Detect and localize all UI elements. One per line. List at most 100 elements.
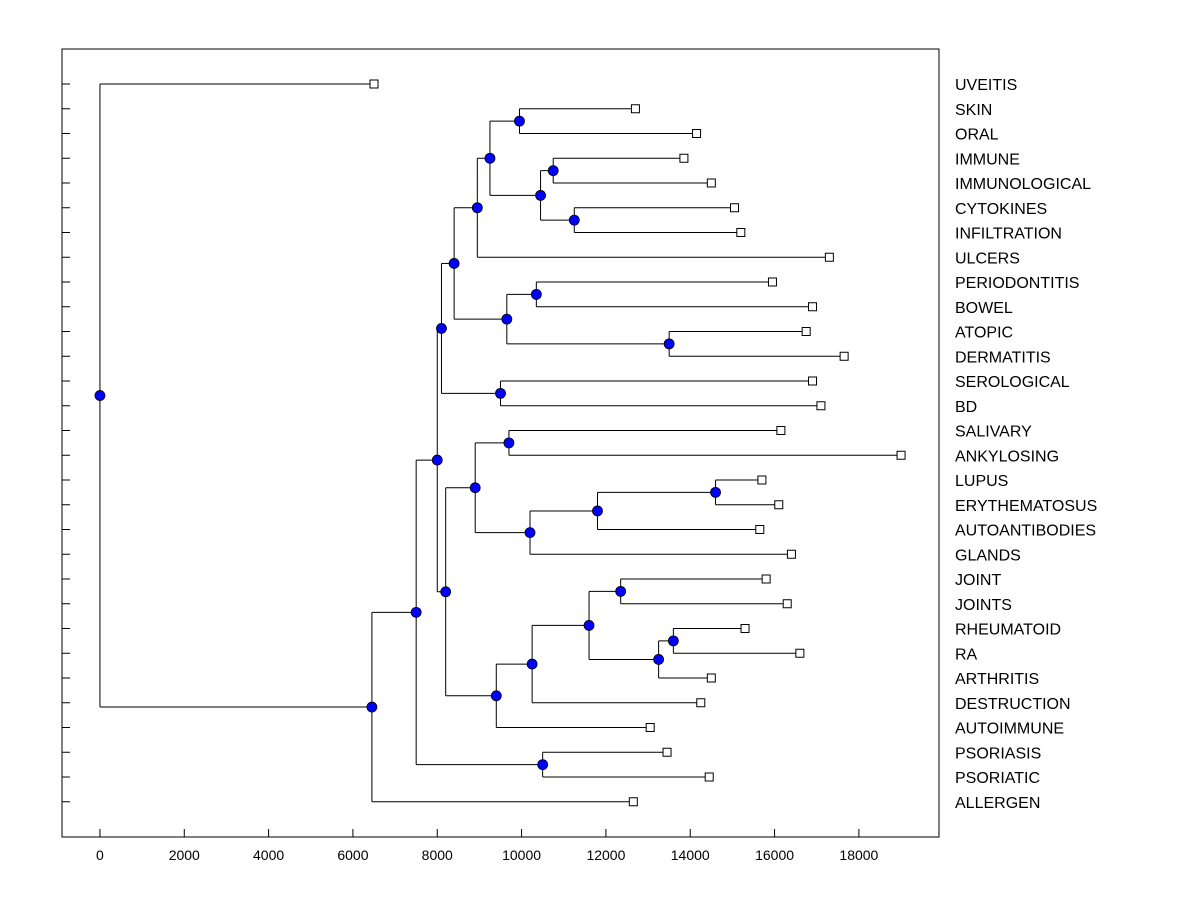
leaf-marker-atopic	[801, 327, 811, 336]
leaf-label-serological: SEROLOGICAL	[955, 374, 1070, 391]
merge-node-m_atopic	[663, 338, 675, 350]
merge-node-m_big	[410, 606, 422, 618]
leaf-marker-immunological	[706, 178, 716, 188]
merge-node-m_psor	[537, 759, 549, 771]
leaf-label-destruction: DESTRUCTION	[955, 696, 1071, 713]
merge-node-m_ra_arth	[653, 654, 665, 665]
leaf-marker-rheumatoid	[740, 624, 750, 633]
leaf-label-allergen: ALLERGEN	[955, 795, 1040, 812]
leaf-label-salivary: SALIVARY	[955, 424, 1032, 441]
leaf-marker-ankylosing	[896, 450, 906, 460]
merge-node-m_destruction	[526, 658, 538, 670]
leaf-marker-oral	[692, 129, 702, 138]
leaf-marker-bd	[816, 401, 826, 411]
x-tick-label-6000: 6000	[337, 847, 368, 863]
leaf-label-arthritis: ARTHRITIS	[955, 671, 1039, 688]
merge-node-m_mid	[440, 586, 452, 598]
leaf-label-erythematosus: ERYTHEMATOSUS	[955, 498, 1097, 515]
merge-node-m_ra	[667, 635, 679, 647]
merge-node-m_oral_group	[484, 152, 496, 164]
leaf-marker-uveitis	[369, 79, 379, 89]
merge-nodes	[94, 115, 721, 771]
leaf-marker-ulcers	[824, 252, 834, 262]
merge-node-m_upper_mid	[431, 454, 443, 466]
merge-node-m_joint	[615, 585, 627, 597]
leaf-marker-cytokines	[730, 203, 740, 213]
leaf-label-ankylosing: ANKYLOSING	[955, 448, 1059, 465]
merge-node-m_salivary	[503, 437, 515, 449]
leaf-label-rheumatoid: RHEUMATOID	[955, 622, 1061, 639]
merge-node-m_cyto	[568, 214, 580, 226]
merge-node-m_upper_bd	[436, 323, 447, 334]
leaf-label-skin: SKIN	[955, 102, 992, 119]
leaf-marker-allergen	[628, 797, 638, 807]
leaf-marker-arthritis	[706, 673, 716, 683]
x-tick-label-4000: 4000	[253, 847, 284, 863]
leaf-marker-periodontitis	[767, 277, 777, 287]
leaf-label-psoriatic: PSORIATIC	[955, 770, 1040, 787]
leaf-marker-psoriatic	[704, 772, 714, 782]
merge-node-m_sjogren	[469, 482, 481, 494]
leaf-label-periodontitis: PERIODONTITIS	[955, 275, 1079, 292]
leaf-label-joint: JOINT	[955, 572, 1001, 589]
leaf-marker-destruction	[696, 698, 706, 708]
leaf-label-psoriasis: PSORIASIS	[955, 745, 1041, 762]
leaf-label-uveitis: UVEITIS	[955, 77, 1017, 94]
leaf-marker-infiltration	[736, 228, 746, 237]
leaf-marker-serological	[808, 376, 818, 386]
merge-node-m_ulcers	[471, 202, 483, 214]
x-tick-label-10000: 10000	[502, 847, 541, 863]
merge-node-m_perio	[530, 288, 542, 300]
leaf-marker-skin	[630, 104, 640, 114]
leaf-labels: UVEITIS SKIN ORAL IMMUNE IMMUNOLOGICAL CYTOKI…	[955, 77, 1097, 812]
merge-node-m_immune	[547, 165, 559, 177]
x-tick-label-0: 0	[96, 847, 104, 863]
merge-node-m_lupus	[710, 486, 721, 498]
leaf-marker-erythematosus	[774, 500, 784, 510]
leaf-marker-salivary	[776, 426, 786, 435]
x-tick-label-12000: 12000	[586, 847, 625, 863]
leaf-markers	[369, 79, 906, 807]
leaf-marker-autoantibodies	[755, 525, 765, 534]
leaf-marker-joint	[761, 574, 771, 584]
merge-node-m_glands	[524, 527, 536, 538]
leaf-marker-bowel	[808, 302, 818, 312]
x-tick-label-14000: 14000	[671, 847, 710, 863]
leaf-label-bowel: BOWEL	[955, 300, 1013, 317]
merge-node-m_allergen	[366, 701, 378, 713]
merge-node-m_upper	[448, 258, 460, 269]
merge-node-m_immcyto	[535, 189, 546, 201]
x-tick-label-2000: 2000	[169, 847, 200, 863]
leaf-label-ulcers: ULCERS	[955, 250, 1020, 267]
leaf-label-atopic: ATOPIC	[955, 325, 1013, 342]
leaf-label-immune: IMMUNE	[955, 151, 1020, 168]
merge-node-m_joint_ra	[583, 620, 595, 631]
x-tick-label-8000: 8000	[422, 847, 453, 863]
merge-node-m_autoimmune	[490, 690, 502, 702]
leaf-label-cytokines: CYTOKINES	[955, 201, 1047, 218]
x-tick-label-18000: 18000	[839, 847, 878, 863]
leaf-label-dermatitis: DERMATITIS	[955, 349, 1051, 366]
leaf-label-autoimmune: AUTOIMMUNE	[955, 721, 1064, 738]
merge-node-m_perio_atopic	[501, 313, 513, 325]
leaf-label-autoantibodies: AUTOANTIBODIES	[955, 523, 1096, 540]
leaf-marker-immune	[679, 153, 689, 163]
leaf-label-bd: BD	[955, 399, 977, 416]
merge-node-root	[94, 390, 106, 401]
leaf-marker-psoriasis	[662, 747, 672, 757]
x-tick-label-16000: 16000	[755, 847, 794, 863]
leaf-marker-ra	[795, 648, 805, 658]
merge-node-m_skin_oral	[514, 115, 525, 127]
leaf-label-oral: ORAL	[955, 127, 999, 144]
leaf-marker-lupus	[757, 475, 767, 485]
leaf-label-infiltration: INFILTRATION	[955, 226, 1062, 243]
leaf-marker-autoimmune	[645, 723, 655, 732]
leaf-label-glands: GLANDS	[955, 547, 1021, 564]
merge-node-m_lupus_auto	[592, 505, 603, 517]
leaf-label-lupus: LUPUS	[955, 473, 1008, 490]
leaf-label-ra: RA	[955, 646, 978, 663]
row-ticks	[62, 83, 70, 803]
x-axis: 0 2000 4000 6000 8000 10000 12000 14000 16000 180…	[96, 829, 879, 863]
leaf-marker-glands	[786, 549, 796, 559]
